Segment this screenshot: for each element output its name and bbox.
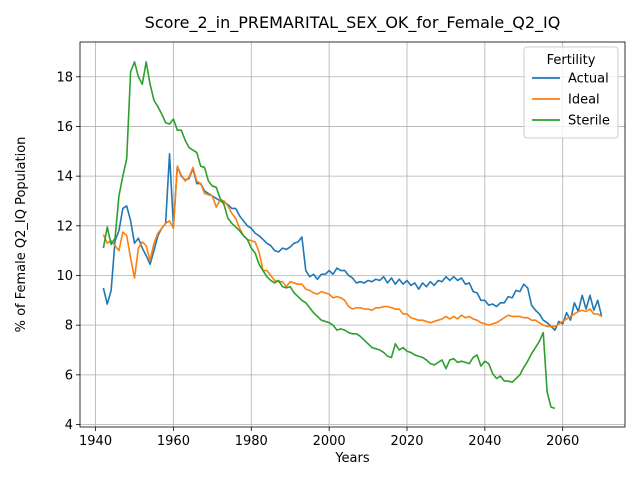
legend-label-actual: Actual: [568, 72, 609, 87]
y-tick-label: 8: [65, 319, 73, 334]
x-axis-ticks: 1940 1960 1980 2000 2020 2040 2060: [79, 427, 579, 449]
x-tick-label: 2020: [390, 434, 423, 449]
y-tick-label: 4: [65, 418, 73, 433]
x-tick-label: 1940: [79, 434, 112, 449]
y-tick-label: 16: [56, 120, 73, 135]
series-lines: [102, 61, 603, 410]
y-tick-label: 18: [56, 70, 73, 85]
y-axis-ticks: 4 6 8 10 12 14 16 18: [56, 70, 80, 433]
legend-items: Actual Ideal Sterile: [532, 72, 610, 129]
series-line-ideal: [102, 165, 603, 328]
legend-label-sterile: Sterile: [568, 114, 610, 129]
x-axis-label: Years: [334, 451, 370, 466]
legend-label-ideal: Ideal: [568, 93, 600, 108]
chart-title: Score_2_in_PREMARITAL_SEX_OK_for_Female_…: [145, 13, 561, 33]
y-tick-label: 6: [65, 368, 73, 383]
x-tick-label: 1960: [157, 434, 190, 449]
y-tick-label: 10: [56, 269, 73, 284]
x-tick-label: 2060: [546, 434, 579, 449]
x-tick-label: 2000: [313, 434, 346, 449]
legend: Fertility Actual Ideal Sterile: [523, 46, 619, 139]
y-tick-label: 12: [56, 219, 73, 234]
x-tick-label: 2040: [468, 434, 501, 449]
legend-title: Fertility: [547, 53, 596, 68]
plot-frame: [79, 41, 626, 428]
y-axis-label: % of Female Q2_IQ Population: [14, 137, 29, 333]
y-tick-label: 14: [56, 170, 73, 185]
series-line-actual: [102, 152, 603, 331]
series-line-sterile: [102, 61, 556, 410]
x-tick-label: 1980: [235, 434, 268, 449]
legend-box: [523, 46, 619, 139]
